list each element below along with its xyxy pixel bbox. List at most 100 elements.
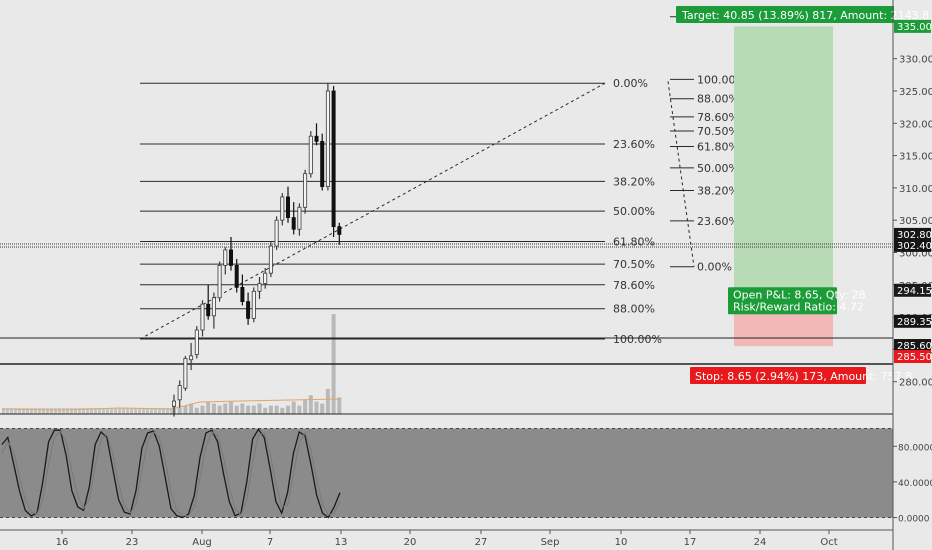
volume-bar xyxy=(74,408,77,414)
fib-level-label: 61.80% xyxy=(613,236,655,249)
candle-body xyxy=(183,358,188,389)
volume-bar xyxy=(30,408,33,414)
candle-body xyxy=(263,272,268,284)
candle-body xyxy=(200,303,205,331)
fib-ext-trend xyxy=(667,81,695,267)
osc-tick-label: 40.0000 xyxy=(898,479,932,489)
volume-bar xyxy=(325,389,330,414)
volume-bar xyxy=(54,408,57,414)
stoch-d-line xyxy=(1,430,341,517)
volume-bar xyxy=(70,408,73,414)
volume-bar xyxy=(58,408,61,414)
volume-bar xyxy=(257,403,262,414)
volume-bar xyxy=(308,395,313,414)
x-tick-label: Sep xyxy=(541,537,560,548)
x-tick-label: 20 xyxy=(404,537,417,548)
volume-bar xyxy=(251,405,256,414)
fib-ext-label: 100.00% xyxy=(697,73,746,86)
volume-bar xyxy=(90,408,93,414)
candle-body xyxy=(240,286,245,302)
x-tick-label: 13 xyxy=(335,537,348,548)
volume-bar xyxy=(14,408,17,414)
volume-bar xyxy=(166,408,169,414)
fib-ext-label: 78.60% xyxy=(697,111,739,124)
fib-level-label: 100.00% xyxy=(613,333,662,346)
volume-bar xyxy=(138,408,141,414)
x-tick-label: 27 xyxy=(475,537,488,548)
volume-bar xyxy=(106,408,109,414)
target-label-box xyxy=(676,6,894,23)
price-marker-label: 285.60 xyxy=(897,341,932,352)
candle-body xyxy=(177,385,182,401)
volume-bar xyxy=(114,408,117,414)
candles-layer xyxy=(0,83,893,417)
volume-ma-line xyxy=(1,398,341,411)
osc-tick-label: 80.0000 xyxy=(898,443,932,453)
osc-tick-label: 0.0000 xyxy=(898,515,930,525)
fib-level-label: 78.60% xyxy=(613,279,655,292)
volume-bar xyxy=(217,405,222,414)
price-marker-box xyxy=(894,283,931,297)
volume-bar xyxy=(42,408,45,414)
volume-bar xyxy=(223,403,228,414)
oscillator-pane xyxy=(0,413,893,519)
x-tick-label: Oct xyxy=(820,537,837,548)
price-marker-box xyxy=(894,350,931,364)
time-axis[interactable]: 16 23 Aug 7 13 20 27 Sep 10 17 24 Oct xyxy=(0,529,893,548)
volume-bar xyxy=(183,405,188,414)
x-tick-label: 24 xyxy=(754,537,767,548)
fib-ext-label: 38.20% xyxy=(697,184,739,197)
candle-body xyxy=(217,265,222,299)
volume-bar xyxy=(2,408,5,414)
volume-bar xyxy=(50,408,53,414)
fib-ext-label: 88.00% xyxy=(697,93,739,106)
x-tick-label: 17 xyxy=(684,537,697,548)
volume-bar xyxy=(246,405,251,414)
price-axis[interactable]: 280.00285.00290.00295.00300.00305.00310.… xyxy=(892,0,932,550)
y-tick-label: 280.00 xyxy=(899,378,932,389)
fib-level-label: 23.60% xyxy=(613,138,655,151)
candle-body xyxy=(325,90,330,187)
fib-trend-line xyxy=(139,82,606,340)
price-marker-label: 285.50 xyxy=(897,352,932,363)
volume-bar xyxy=(280,407,285,414)
candle-body xyxy=(303,173,308,208)
candle-body xyxy=(274,219,279,247)
candle-body xyxy=(280,196,285,221)
volume-bar xyxy=(6,408,9,414)
long-position[interactable]: Target: 40.85 (13.89%) 817, Amount: 2143… xyxy=(676,6,929,384)
fib-retracement[interactable]: 0.00% 23.60% 38.20% 50.00% 61.80% 70.50% 78.60… xyxy=(139,77,662,346)
candle-body xyxy=(331,90,336,228)
x-tick-label: 23 xyxy=(126,537,139,548)
volume-bar xyxy=(94,408,97,414)
candle-body xyxy=(314,135,319,142)
volume-bar xyxy=(286,405,290,414)
stop-label-box xyxy=(690,367,866,384)
y-tick-label: 320.00 xyxy=(899,119,932,130)
x-tick-label: 7 xyxy=(267,537,273,548)
volume-bar xyxy=(170,408,173,414)
volume-bar xyxy=(200,405,205,414)
volume-bar xyxy=(177,407,182,414)
price-marker-label: 302.40 xyxy=(897,241,932,252)
volume-bar xyxy=(154,408,157,414)
candle-body xyxy=(194,329,199,355)
volume-bar xyxy=(66,408,69,414)
candle-body xyxy=(308,135,313,175)
fib-extension[interactable]: 127.20%100.00%88.00%78.60%70.50%61.80%50… xyxy=(667,11,746,274)
volume-bar xyxy=(98,408,101,414)
fib-level-label: 50.00% xyxy=(613,205,655,218)
candle-body xyxy=(223,249,228,266)
volume-bar xyxy=(110,408,113,414)
candle-body xyxy=(268,245,273,274)
candle-body xyxy=(257,283,262,292)
volume-bar xyxy=(82,408,85,414)
price-marker-label: 294.15 xyxy=(897,286,932,297)
x-tick-label: Aug xyxy=(192,537,212,548)
volume-bar xyxy=(126,408,129,414)
candle-body xyxy=(171,400,176,407)
volume-bar xyxy=(62,408,65,414)
y-tick-label: 305.00 xyxy=(899,216,932,227)
